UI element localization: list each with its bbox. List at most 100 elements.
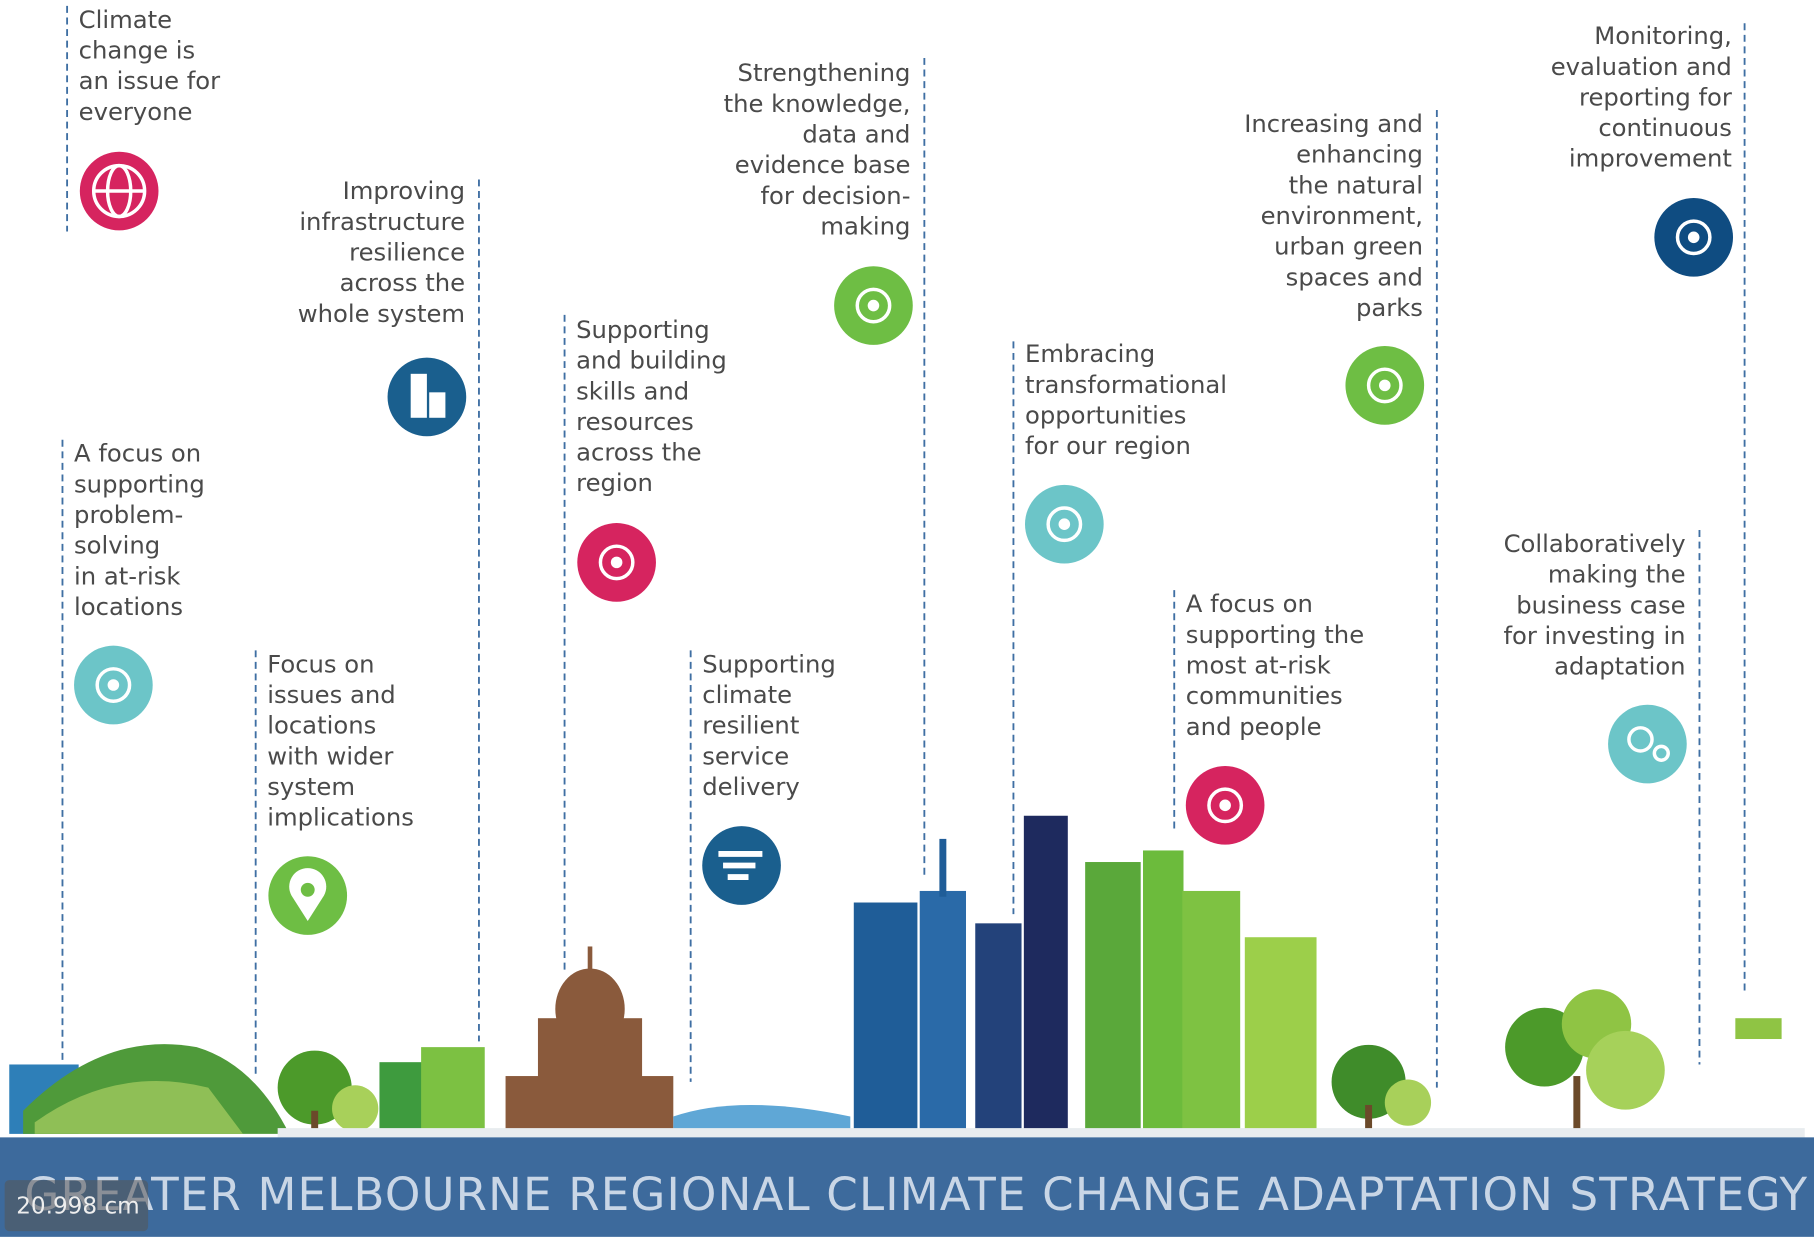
- label-line: enhancing: [1296, 140, 1423, 169]
- label-line: locations: [267, 711, 376, 740]
- label-line: for our region: [1025, 431, 1191, 460]
- label-line: A focus on: [1186, 589, 1313, 618]
- label-line: opportunities: [1025, 401, 1186, 430]
- label-line: transformational: [1025, 370, 1227, 399]
- label-line: Strengthening: [738, 58, 911, 87]
- label-line: problem-: [74, 500, 183, 529]
- label-line: resilience: [349, 237, 465, 266]
- label-line: business case: [1516, 590, 1685, 619]
- glyph: [1059, 518, 1071, 530]
- label-line: continuous: [1598, 113, 1732, 142]
- pillar: Supportingclimateresilientservicedeliver…: [691, 649, 836, 1082]
- label-line: Monitoring,: [1594, 21, 1732, 50]
- glyph: [1379, 380, 1391, 392]
- label-line: for investing in: [1503, 621, 1685, 650]
- label-line: environment,: [1261, 201, 1423, 230]
- label-line: A focus on: [74, 439, 201, 468]
- label-line: an issue for: [79, 66, 220, 95]
- pillar-label: Collaborativelymaking thebusiness casefo…: [1503, 529, 1685, 681]
- icon: [1608, 705, 1687, 784]
- label-line: Climate: [79, 5, 172, 34]
- label-line: the natural: [1289, 170, 1423, 199]
- pillar-label: Monitoring,evaluation andreporting forco…: [1551, 21, 1732, 173]
- label-line: Collaboratively: [1504, 529, 1686, 558]
- label-line: and building: [576, 346, 727, 375]
- label-line: infrastructure: [299, 207, 465, 236]
- label-line: service: [702, 741, 789, 770]
- glyph: [301, 883, 315, 897]
- banner-title: GREATER MELBOURNE REGIONAL CLIMATE CHANG…: [24, 1168, 1808, 1221]
- glyph: [611, 557, 623, 569]
- label-line: region: [576, 468, 653, 497]
- label-line: system: [267, 772, 355, 801]
- label-line: with wider: [267, 741, 393, 770]
- label-line: in at-risk: [74, 561, 180, 590]
- label-line: spaces and: [1286, 262, 1423, 291]
- label-line: for decision-: [761, 181, 911, 210]
- label-line: Improving: [343, 176, 465, 205]
- label-line: the knowledge,: [724, 89, 911, 118]
- glyph: [429, 392, 445, 417]
- label-line: evidence base: [735, 150, 911, 179]
- glyph: [868, 300, 880, 312]
- ruler-label: 20.998 cm: [16, 1194, 140, 1220]
- label-line: reporting for: [1579, 82, 1732, 111]
- label-line: Focus on: [267, 649, 374, 678]
- label-line: issues and: [267, 680, 395, 709]
- skyline: [9, 816, 1804, 1138]
- label-line: adaptation: [1554, 652, 1686, 681]
- label-line: supporting: [74, 469, 205, 498]
- label-line: improvement: [1569, 144, 1732, 173]
- label-line: across the: [576, 438, 701, 467]
- label-line: resources: [576, 407, 694, 436]
- label-line: solving: [74, 531, 160, 560]
- label-line: supporting the: [1186, 620, 1364, 649]
- glyph: [108, 679, 120, 691]
- label-line: data and: [802, 119, 910, 148]
- label-line: across the: [340, 268, 465, 297]
- label-line: making: [820, 211, 910, 240]
- label-line: change is: [79, 36, 195, 65]
- label-line: Embracing: [1025, 339, 1155, 368]
- icon: [388, 358, 467, 437]
- label-line: urban green: [1274, 232, 1423, 261]
- label-line: implications: [267, 803, 414, 832]
- label-line: skills and: [576, 376, 689, 405]
- pillar-label: Supportingclimateresilientservicedeliver…: [702, 649, 836, 801]
- glyph: [411, 374, 427, 418]
- label-line: delivery: [702, 772, 800, 801]
- label-line: Supporting: [576, 315, 710, 344]
- label-line: locations: [74, 592, 183, 621]
- pillar-label: Focus onissues andlocationswith widersys…: [267, 649, 414, 831]
- label-line: Supporting: [702, 649, 836, 678]
- label-line: climate: [702, 680, 792, 709]
- glyph: [1219, 800, 1231, 812]
- label-line: making the: [1548, 560, 1686, 589]
- infographic: GREATER MELBOURNE REGIONAL CLIMATE CHANG…: [0, 0, 1814, 1237]
- label-line: parks: [1356, 293, 1423, 322]
- label-line: evaluation and: [1551, 52, 1732, 81]
- label-line: whole system: [298, 299, 465, 328]
- label-line: Increasing and: [1244, 109, 1423, 138]
- label-line: most at-risk: [1186, 650, 1331, 679]
- label-line: everyone: [79, 97, 193, 126]
- glyph: [1688, 232, 1700, 244]
- label-line: communities: [1186, 681, 1343, 710]
- label-line: and people: [1186, 712, 1322, 741]
- label-line: resilient: [702, 711, 799, 740]
